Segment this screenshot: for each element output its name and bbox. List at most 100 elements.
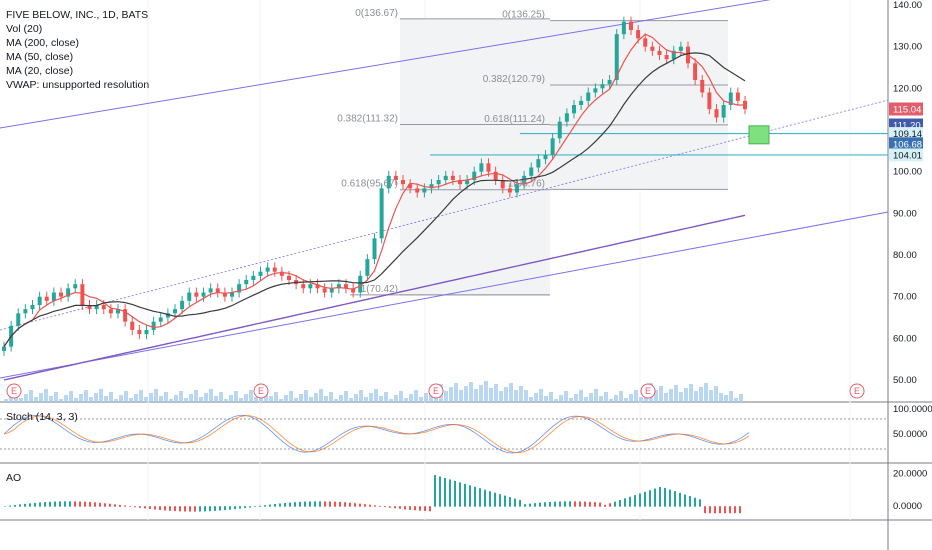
volume-bar	[324, 396, 328, 402]
volume-bar	[274, 392, 278, 402]
ao-bar	[229, 506, 231, 510]
ao-bar	[264, 505, 266, 507]
ao-bar	[29, 503, 31, 507]
volume-bar	[729, 391, 733, 402]
ao-bar	[719, 506, 721, 514]
volume-bar	[624, 398, 628, 402]
candle-body	[315, 284, 320, 289]
candle-body	[301, 284, 306, 289]
ao-bar	[129, 506, 131, 507]
ao-bar	[314, 501, 316, 507]
candle-body	[158, 317, 163, 322]
volume-bar	[574, 394, 578, 402]
ao-bar	[79, 501, 81, 507]
ao-bar	[194, 506, 196, 512]
volume-bar	[694, 391, 698, 402]
ao-bar	[549, 501, 551, 507]
ao-bar	[714, 506, 716, 514]
volume-bar	[249, 390, 253, 402]
stoch-tick-label: 100.0000	[893, 404, 932, 415]
ao-bar	[174, 506, 176, 512]
ao-bar	[544, 502, 546, 507]
ao-bar	[14, 504, 16, 507]
price-tick-label: 130.00	[893, 42, 922, 53]
ao-pane-label: AO	[6, 472, 22, 484]
ao-bar	[74, 501, 76, 507]
candle-body	[393, 175, 398, 180]
ao-bar	[654, 488, 656, 507]
volume-bar	[94, 393, 98, 402]
candle-body	[358, 275, 363, 293]
volume-bar	[544, 396, 548, 402]
ao-bar	[114, 504, 116, 507]
candle-body	[707, 92, 712, 110]
candle-body	[322, 288, 327, 293]
volume-bar	[464, 386, 468, 402]
volume-bar	[154, 389, 158, 402]
volume-bar	[579, 390, 583, 402]
volume-bar	[719, 393, 723, 402]
ao-bar	[724, 506, 726, 514]
volume-bar	[74, 398, 78, 402]
volume-bar	[394, 395, 398, 402]
candle-body	[671, 50, 676, 60]
candle-body	[329, 288, 334, 293]
ao-bar	[599, 502, 601, 507]
volume-bar	[124, 391, 128, 402]
candle-body	[429, 184, 434, 189]
volume-bar	[194, 390, 198, 402]
candle-body	[116, 309, 120, 314]
candle-body	[664, 55, 669, 60]
volume-bar	[374, 389, 378, 402]
volume-bar	[414, 390, 418, 402]
volume-bar	[554, 399, 558, 402]
candle-body	[151, 321, 156, 330]
stoch-d-line	[3, 415, 750, 454]
candle-body	[657, 50, 662, 55]
candle-body	[493, 171, 498, 180]
volume-bar	[474, 389, 478, 402]
volume-bar	[159, 396, 163, 402]
volume-bar	[64, 395, 68, 402]
volume-bar	[389, 399, 393, 402]
price-badge	[889, 148, 923, 162]
volume-bar	[329, 392, 333, 402]
fib-label: 0(136.67)	[355, 8, 398, 19]
volume-bar	[634, 390, 638, 402]
ao-bar	[84, 501, 86, 507]
ao-tick-label: 0.0000	[893, 501, 922, 512]
volume-bar	[269, 396, 273, 402]
ao-bar	[329, 501, 331, 507]
volume-bar	[609, 399, 613, 402]
earnings-marker-label: E	[11, 386, 17, 396]
volume-bar	[629, 394, 633, 402]
price-badge-label: 106.68	[893, 139, 922, 150]
earnings-marker-label: E	[433, 386, 439, 396]
volume-bar	[724, 395, 728, 402]
earnings-marker	[428, 383, 444, 399]
volume-bar	[504, 387, 508, 402]
earnings-marker-label: E	[258, 386, 264, 396]
ao-bar	[224, 506, 226, 511]
volume-bar	[149, 393, 153, 402]
ao-bar	[144, 506, 146, 509]
volume-bar	[44, 389, 48, 402]
ao-bar	[44, 502, 46, 507]
candle-body	[465, 180, 470, 185]
candle-body	[564, 113, 569, 122]
ao-bar	[479, 488, 481, 507]
candle-body	[436, 180, 441, 185]
ao-bar	[519, 500, 521, 507]
candle-body	[208, 288, 213, 293]
earnings-marker	[640, 383, 656, 399]
candle-body	[728, 92, 733, 105]
candle-body	[165, 313, 170, 318]
volume-bar	[239, 398, 243, 402]
ao-bar	[404, 506, 406, 510]
volume-bar	[489, 388, 493, 402]
ao-bar	[299, 501, 301, 507]
ao-bar	[459, 482, 461, 507]
candle-body	[230, 292, 234, 297]
volume-bar	[364, 397, 368, 402]
